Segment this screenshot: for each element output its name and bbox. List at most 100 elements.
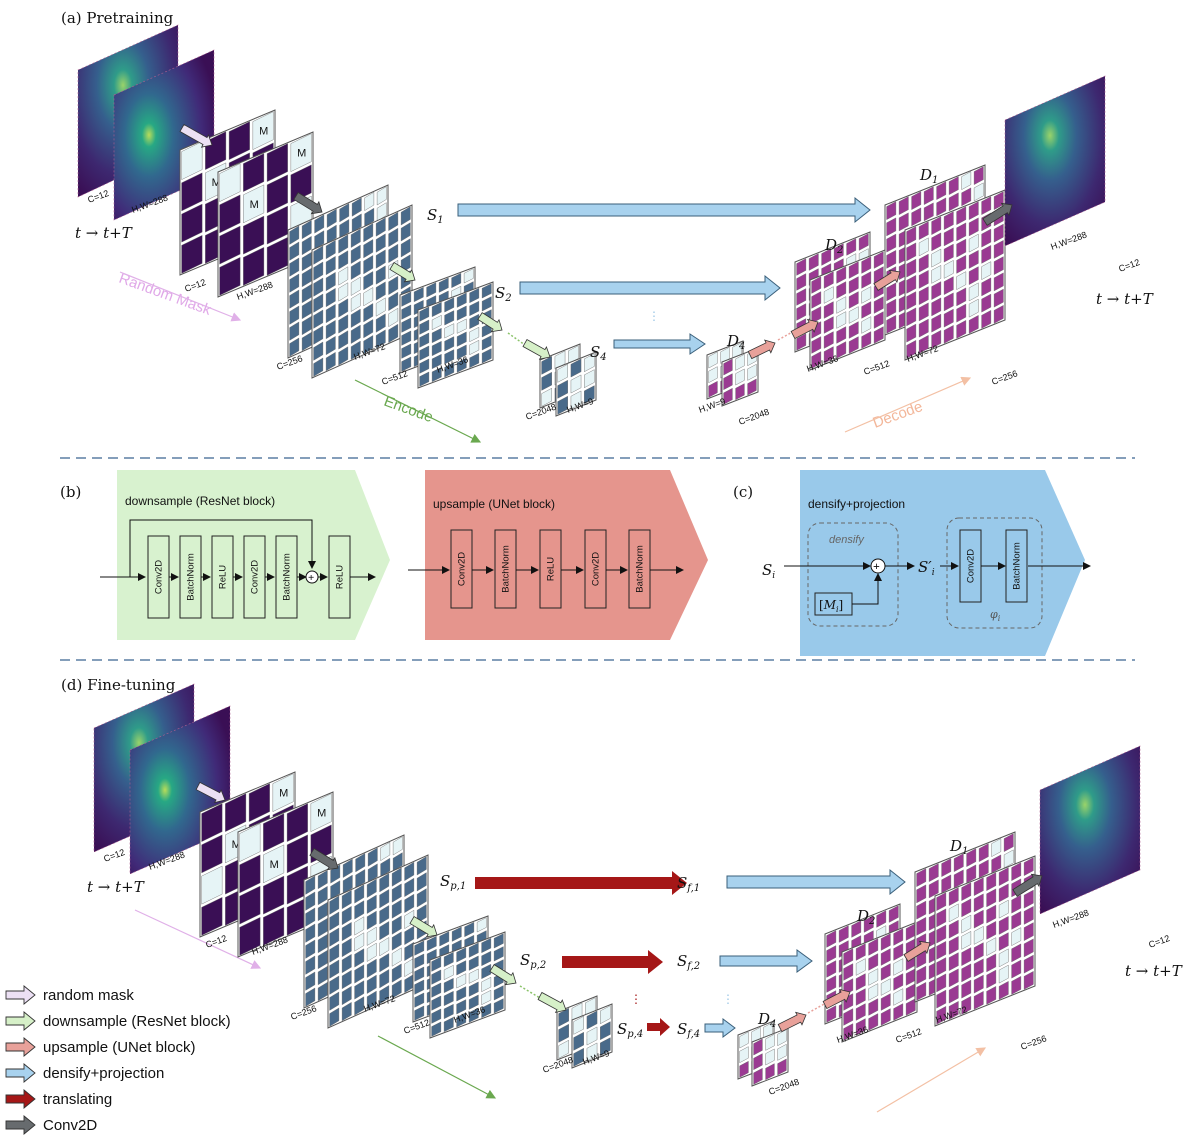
ft-skip-arrow-4[interactable] bbox=[704, 1018, 736, 1038]
ft-skip-arrow-1[interactable] bbox=[726, 868, 906, 896]
grid-cell bbox=[201, 897, 223, 936]
grid-cell bbox=[961, 882, 972, 901]
upsample-arrow-1[interactable] bbox=[873, 269, 901, 291]
grid-cell bbox=[289, 273, 300, 293]
translate-arrow-2[interactable] bbox=[562, 950, 663, 974]
ft-downsample-arrow-4[interactable] bbox=[537, 991, 567, 1013]
ft-upsample-arrow-2[interactable] bbox=[822, 988, 851, 1010]
grid-cell bbox=[391, 883, 402, 903]
mask-token: M bbox=[270, 859, 279, 871]
grid-cell bbox=[366, 942, 377, 962]
grid-cell bbox=[796, 288, 807, 306]
layer-label: BatchNorm bbox=[1012, 542, 1023, 590]
grid-cell bbox=[747, 378, 757, 396]
grid-cell bbox=[968, 315, 979, 334]
grid-cell bbox=[414, 1005, 425, 1021]
grid-cell bbox=[317, 981, 328, 1002]
translate-arrow-4[interactable] bbox=[647, 1018, 670, 1036]
grid-cell bbox=[341, 921, 352, 942]
ft-conv2d-arrow-in[interactable] bbox=[309, 848, 339, 871]
grid-cell bbox=[443, 951, 454, 968]
ft-random-mask-arrow[interactable] bbox=[195, 781, 226, 804]
ft-input-time-label: t → t+T bbox=[87, 878, 145, 896]
grid-cell bbox=[252, 111, 274, 150]
grid-cell bbox=[326, 224, 337, 244]
grid-cell bbox=[388, 307, 399, 328]
grid-cell bbox=[557, 379, 568, 399]
ft-skip-arrow-2[interactable] bbox=[719, 949, 813, 973]
grid-cell bbox=[438, 277, 449, 293]
grid-cell bbox=[388, 323, 399, 344]
skip-arrow-s4[interactable] bbox=[613, 333, 706, 355]
grid-cell bbox=[481, 283, 492, 299]
grid-cell bbox=[431, 366, 442, 383]
grid-cell bbox=[991, 854, 1002, 874]
grid-cell bbox=[953, 853, 964, 872]
grid-cell bbox=[419, 332, 430, 348]
grid-cell bbox=[379, 905, 390, 925]
grid-cell bbox=[317, 949, 328, 970]
grid-cell bbox=[366, 894, 377, 914]
grid-cell bbox=[364, 207, 375, 228]
grid-cell bbox=[898, 196, 909, 215]
grid-cell bbox=[861, 301, 872, 319]
grid-cell bbox=[388, 275, 399, 296]
grid-cell bbox=[468, 1007, 479, 1023]
conv2d-arrow-out[interactable] bbox=[982, 202, 1013, 226]
ft-input-channel-label: C=12 bbox=[102, 847, 126, 864]
grid-cell bbox=[431, 969, 442, 985]
ft-upsample-arrow-4[interactable] bbox=[777, 1011, 807, 1033]
ft-dec2-grid-front bbox=[841, 921, 918, 1043]
grid-cell bbox=[855, 1003, 866, 1021]
grid-cell bbox=[391, 915, 402, 935]
grid-cell bbox=[893, 958, 904, 976]
upsample-arrow-2[interactable] bbox=[790, 318, 819, 340]
legend-label: Conv2D bbox=[43, 1117, 97, 1134]
grid-cell bbox=[468, 994, 479, 1010]
ft-conv2d-arrow-out[interactable] bbox=[1012, 873, 1043, 897]
grid-cell bbox=[366, 910, 377, 930]
s1-label: S1 bbox=[427, 206, 444, 226]
grid-cell bbox=[317, 917, 328, 938]
grid-cell bbox=[886, 233, 897, 253]
grid-cell bbox=[350, 276, 361, 296]
downsample-arrow-2[interactable] bbox=[477, 312, 503, 333]
grid-cell bbox=[968, 201, 979, 220]
skip-arrow-s2[interactable] bbox=[519, 274, 781, 302]
ft-upsample-arrow-1[interactable] bbox=[903, 940, 931, 962]
grid-cell bbox=[873, 326, 884, 344]
grid-cell bbox=[600, 1037, 611, 1057]
downsample-arrow-4[interactable] bbox=[522, 338, 551, 360]
ft-downsample-arrow-2[interactable] bbox=[489, 964, 517, 986]
grid-cell bbox=[708, 366, 718, 384]
upsample-layer-2: ReLU bbox=[539, 529, 562, 609]
translate-arrow-1[interactable] bbox=[475, 871, 687, 895]
grid-cell bbox=[329, 1007, 340, 1027]
grid-cell bbox=[243, 247, 265, 286]
grid-cell bbox=[978, 859, 989, 879]
grid-cell bbox=[570, 358, 582, 378]
grid-cell bbox=[948, 176, 959, 195]
conv2d-arrow-in[interactable] bbox=[293, 192, 323, 215]
skip-arrow-s1[interactable] bbox=[457, 196, 871, 224]
random-mask-arrow[interactable] bbox=[179, 123, 213, 148]
grid-cell bbox=[978, 843, 989, 862]
grid-cell bbox=[943, 292, 954, 312]
grid-cell bbox=[961, 996, 972, 1015]
mask-token: M bbox=[317, 808, 326, 820]
downsample-arrow-1[interactable] bbox=[389, 262, 416, 283]
mask-token-label: [Mi] bbox=[819, 598, 843, 614]
grid-cell bbox=[906, 258, 917, 278]
upsample-arrow-4[interactable] bbox=[747, 339, 776, 360]
grid-cell bbox=[961, 914, 972, 934]
ft-decoder-stage-4 bbox=[737, 1020, 789, 1087]
grid-cell bbox=[973, 974, 984, 994]
grid-cell bbox=[843, 948, 854, 966]
grid-cell bbox=[747, 363, 757, 381]
grid-cell bbox=[493, 946, 504, 962]
grid-cell bbox=[848, 261, 859, 279]
dec2-grid-front bbox=[809, 249, 886, 371]
ft-downsample-arrow-1[interactable] bbox=[409, 916, 438, 938]
grid-cell bbox=[968, 282, 979, 302]
grid-cell bbox=[966, 864, 977, 884]
